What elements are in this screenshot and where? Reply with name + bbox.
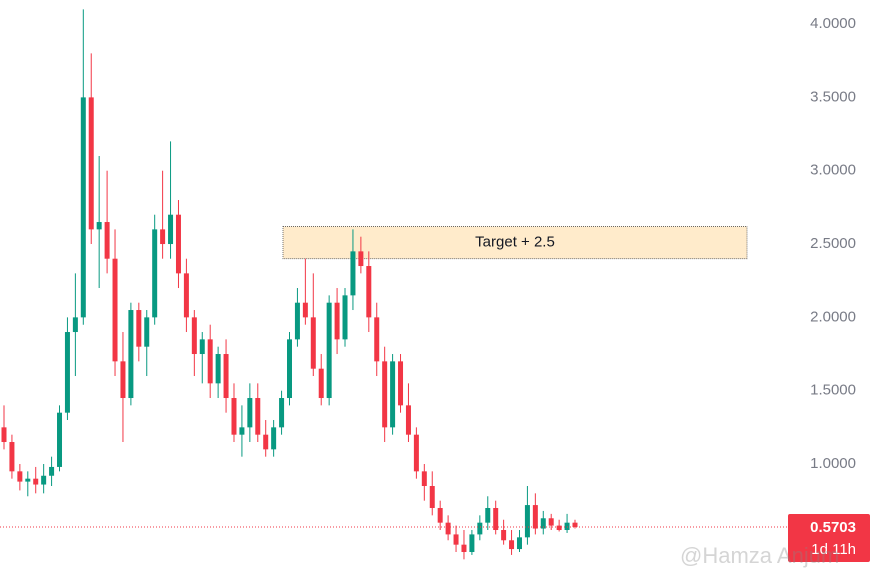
candle-body	[382, 361, 388, 428]
y-tick-label: 3.5000	[810, 88, 856, 105]
candle-body	[556, 525, 562, 531]
target-label: Target + 2.5	[475, 234, 555, 251]
candle-body	[302, 302, 308, 318]
candle-body	[136, 310, 142, 347]
y-tick-label: 1.0000	[810, 455, 856, 472]
candle-body	[413, 434, 419, 472]
candle-body	[318, 368, 324, 399]
candle-body	[287, 339, 292, 399]
candle-body	[271, 427, 277, 450]
candle-body	[17, 471, 23, 482]
candle-body	[88, 97, 94, 230]
candle-body	[247, 398, 253, 428]
candle-body	[540, 518, 546, 529]
candle-body	[96, 222, 102, 230]
candle-body	[120, 361, 126, 399]
candle-body	[279, 398, 285, 428]
candle-body	[152, 229, 158, 318]
candle-body	[437, 508, 443, 523]
candle-body	[25, 478, 31, 482]
candle-body	[49, 466, 55, 476]
candle-body	[501, 530, 507, 541]
candle-body	[33, 478, 39, 485]
candle-body	[509, 540, 515, 550]
candle-body	[405, 405, 411, 435]
candle-body	[64, 332, 70, 413]
y-tick-label: 2.0000	[810, 308, 856, 325]
candle-body	[461, 544, 467, 553]
candle-body	[493, 508, 499, 531]
candle-body	[1, 427, 7, 443]
candle-body	[532, 505, 538, 529]
candle-body	[255, 398, 261, 435]
candle-body	[334, 302, 340, 340]
candle-body	[72, 317, 78, 333]
candle-body	[485, 508, 491, 523]
y-tick-label: 1.5000	[810, 382, 856, 399]
candle-body	[358, 251, 364, 267]
candle-body	[239, 427, 245, 435]
candle-body	[207, 339, 213, 384]
candle-body	[9, 442, 15, 472]
candle-body	[223, 354, 229, 399]
price-label-box	[788, 514, 870, 563]
candle-body	[191, 317, 197, 355]
candle-body	[310, 317, 316, 369]
candle-body	[175, 214, 181, 274]
candle-body	[516, 537, 522, 550]
candle-body	[469, 534, 475, 553]
candle-body	[390, 361, 396, 428]
y-tick-label: 3.0000	[810, 162, 856, 179]
candle-body	[524, 505, 530, 538]
candle-body	[572, 522, 578, 528]
candle-body	[199, 339, 205, 355]
candle-body	[160, 229, 166, 245]
candle-body	[128, 310, 134, 399]
candle-body	[263, 434, 269, 450]
candle-body	[168, 214, 174, 245]
candle-body	[477, 522, 483, 535]
candle-body	[548, 518, 554, 526]
candle-body	[294, 302, 300, 340]
price-label: 0.5703	[810, 519, 856, 536]
candle-body	[80, 97, 86, 318]
candle-body	[342, 295, 348, 340]
candle-body	[374, 317, 380, 362]
candle-body	[57, 412, 63, 467]
candle-body	[445, 522, 451, 535]
y-tick-label: 4.0000	[810, 15, 856, 32]
candle-body	[112, 258, 118, 362]
candle-body	[421, 471, 427, 487]
candle-body	[453, 534, 459, 545]
candle-body	[564, 522, 570, 531]
candle-body	[104, 222, 110, 259]
candle-body	[429, 486, 435, 509]
countdown-label: 1d 11h	[811, 541, 856, 558]
candle-body	[144, 317, 150, 347]
candle-body	[350, 251, 356, 296]
candle-body	[231, 398, 237, 435]
candle-body	[183, 273, 189, 318]
y-tick-label: 2.5000	[810, 235, 856, 252]
watermark: @Hamza Anjum	[680, 543, 839, 568]
candle-body	[41, 475, 47, 485]
candle-body	[398, 361, 404, 406]
candle-body	[366, 266, 372, 318]
candle-body	[326, 302, 332, 399]
candle-body	[215, 354, 221, 384]
